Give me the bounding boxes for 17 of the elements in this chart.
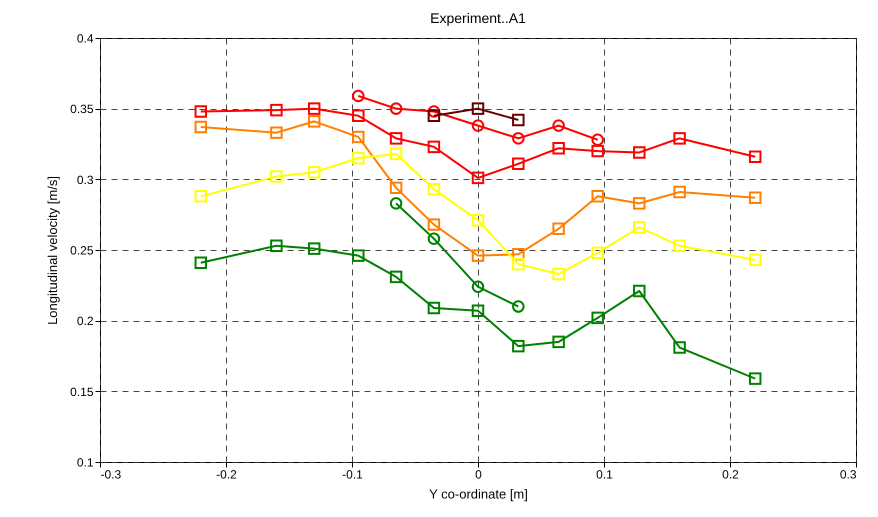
y-tick-label: 0.4 (76, 32, 94, 46)
y-tick-label: 0.35 (70, 102, 94, 116)
y-tick-label: 0.1 (76, 456, 94, 470)
x-tick-label: 0.3 (840, 468, 857, 482)
y-tick-label: 0.25 (70, 244, 94, 258)
y-tick-label: 0.2 (76, 314, 94, 328)
y-axis-title: Longitudinal velocity [m/s] (45, 176, 60, 325)
chart-title: Experiment..A1 (430, 10, 526, 26)
y-tick-label: 0.3 (76, 172, 94, 187)
x-axis-title: Y co-ordinate [m] (429, 486, 528, 502)
x-tick-label: 0.2 (722, 468, 740, 482)
x-tick-label: 0 (475, 468, 482, 482)
x-tick-label: -0.3 (100, 468, 122, 482)
x-tick-label: -0.1 (342, 468, 364, 482)
x-tick-label: -0.2 (216, 468, 238, 482)
y-tick-label: 0.15 (70, 384, 94, 399)
x-tick-label: 0.1 (596, 468, 614, 482)
